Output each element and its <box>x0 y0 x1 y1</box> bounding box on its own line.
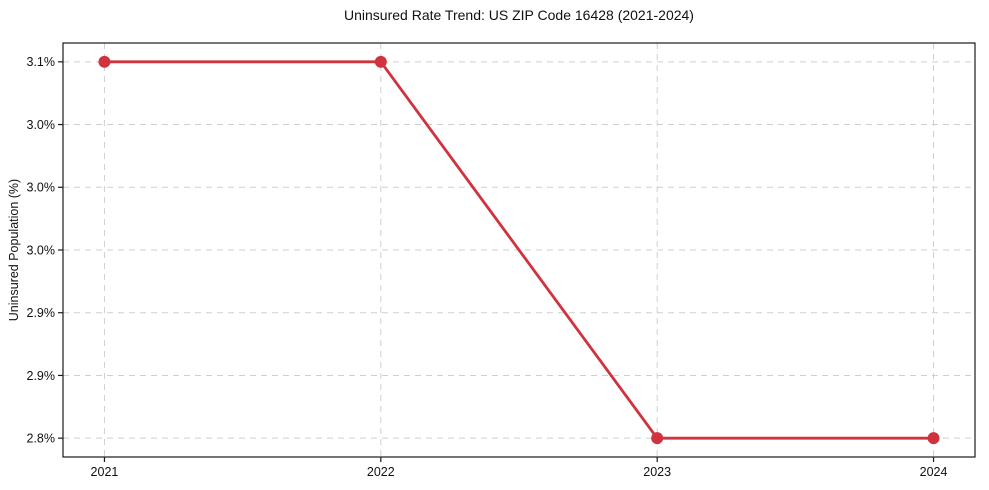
y-tick-label: 3.0% <box>27 118 56 132</box>
x-tick-label: 2021 <box>91 465 119 479</box>
data-point-marker <box>374 55 387 68</box>
trend-line <box>103 60 935 440</box>
x-tick-label: 2023 <box>643 465 671 479</box>
y-tick-label: 2.9% <box>27 306 56 320</box>
y-tick-label: 3.1% <box>27 55 56 69</box>
y-tick-label: 3.0% <box>27 243 56 257</box>
data-point-marker <box>651 432 664 445</box>
data-point-marker <box>927 432 940 445</box>
x-tick-label: 2022 <box>367 465 395 479</box>
y-tick-label: 3.0% <box>27 181 56 195</box>
y-axis-label: Uninsured Population (%) <box>7 178 21 322</box>
x-tick-label: 2024 <box>920 465 948 479</box>
y-tick-label: 2.9% <box>27 369 56 383</box>
chart-title: Uninsured Rate Trend: US ZIP Code 16428 … <box>344 7 694 23</box>
y-tick-label: 2.8% <box>27 431 56 445</box>
data-point-marker <box>98 55 111 68</box>
